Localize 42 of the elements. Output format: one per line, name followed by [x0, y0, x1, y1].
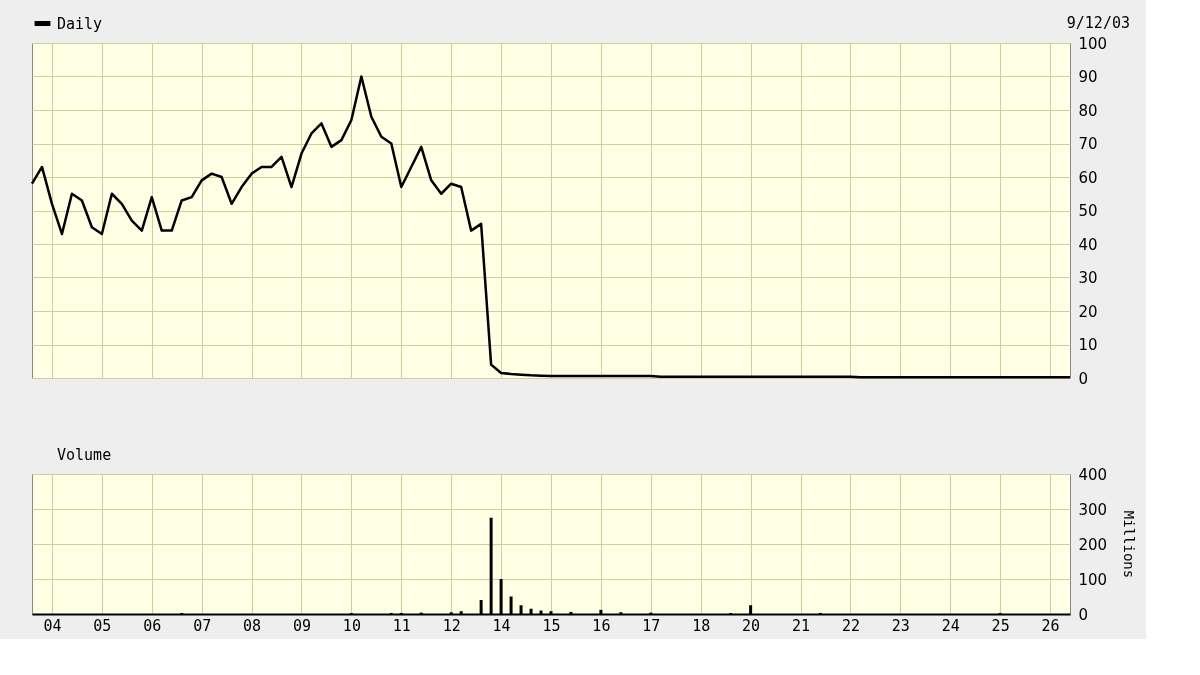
y-tick-label: 0 — [1078, 605, 1089, 624]
x-tick-label: 20 — [742, 616, 761, 635]
x-tick-label: 15 — [542, 616, 561, 635]
x-tick-label: 08 — [243, 616, 262, 635]
y-tick-label: 100 — [1078, 570, 1108, 589]
y-tick-label: 100 — [1078, 34, 1108, 53]
y-tick-label: 40 — [1078, 235, 1098, 254]
x-tick-label: 17 — [642, 616, 661, 635]
y-tick-label: 60 — [1078, 168, 1098, 187]
y-tick-label: 400 — [1078, 465, 1108, 484]
x-tick-label: 12 — [442, 616, 461, 635]
x-tick-label: 22 — [841, 616, 860, 635]
x-tick-label: 04 — [43, 616, 62, 635]
y-tick-label: 30 — [1078, 269, 1098, 287]
x-tick-label: 06 — [143, 616, 162, 635]
x-tick-label: 05 — [93, 616, 112, 635]
y-tick-label: 300 — [1078, 500, 1108, 519]
y-axis-title: Millions — [1121, 510, 1138, 579]
x-tick-label: 21 — [791, 616, 811, 635]
x-tick-label: 18 — [692, 616, 711, 635]
y-tick-label: 70 — [1078, 135, 1098, 153]
y-tick-label: 20 — [1078, 302, 1098, 321]
x-tick-label: 26 — [1041, 616, 1060, 635]
y-tick-label: 90 — [1078, 68, 1098, 86]
x-tick-label: 07 — [193, 616, 212, 635]
x-tick-label: 09 — [292, 616, 312, 635]
x-tick-label: 16 — [592, 616, 611, 635]
x-tick-label: 10 — [342, 616, 361, 635]
x-tick-label: 14 — [492, 616, 511, 635]
text: Volume — [57, 445, 112, 464]
y-tick-label: 80 — [1078, 101, 1098, 120]
x-tick-label: 24 — [941, 616, 960, 635]
x-tick-label: 11 — [392, 616, 411, 635]
y-tick-label: 10 — [1078, 336, 1098, 354]
x-tick-label: 25 — [991, 616, 1010, 635]
y-tick-label: 200 — [1078, 535, 1108, 554]
y-tick-label: 50 — [1078, 202, 1098, 220]
x-tick-label: 23 — [891, 616, 910, 635]
text: 9/12/03 — [1066, 14, 1130, 32]
y-tick-label: 0 — [1078, 369, 1089, 388]
line-series — [30, 75, 1072, 379]
legend-label: Daily — [57, 14, 103, 33]
